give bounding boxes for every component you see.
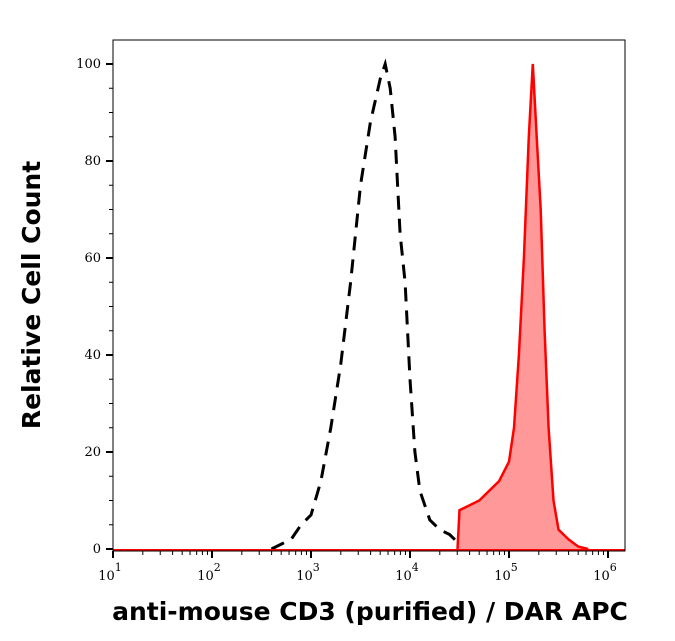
plot-frame xyxy=(112,39,626,552)
y-tick-label: 80 xyxy=(84,154,101,169)
x-tick-label: 101 xyxy=(98,561,122,584)
x-tick-label: 106 xyxy=(593,561,617,584)
y-tick-label: 40 xyxy=(84,348,101,363)
x-tick-label: 105 xyxy=(494,561,518,584)
x-tick-label: 104 xyxy=(395,561,419,584)
y-tick-label: 100 xyxy=(76,57,101,72)
x-tick-label: 102 xyxy=(197,561,221,584)
y-tick-label: 0 xyxy=(93,542,101,557)
y-axis-label: Relative Cell Count xyxy=(17,161,46,429)
series-1-line xyxy=(456,63,589,551)
x-tick-label: 103 xyxy=(296,561,320,584)
y-tick-label: 60 xyxy=(84,251,101,266)
x-axis-label: anti-mouse CD3 (purified) / DAR APC xyxy=(112,597,628,626)
series-0-line xyxy=(270,58,471,551)
series-1-fill xyxy=(457,64,589,549)
y-tick-label: 20 xyxy=(84,445,101,460)
